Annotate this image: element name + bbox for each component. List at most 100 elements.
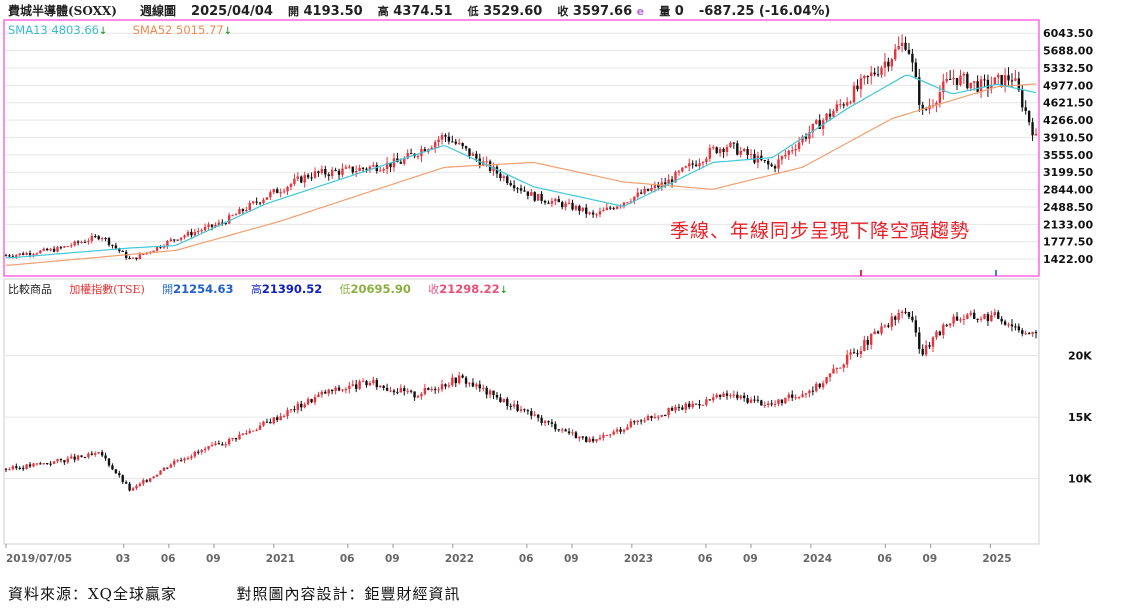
candle-body <box>282 416 286 418</box>
candle-body <box>1024 107 1027 111</box>
x-tick-label: 06 <box>340 553 355 565</box>
candle-body <box>516 188 519 190</box>
candle-body <box>506 398 509 406</box>
candle-body <box>348 385 351 390</box>
x-tick-label: 09 <box>743 553 758 565</box>
candle-body <box>509 183 512 186</box>
candle-body <box>90 236 94 241</box>
candle-body <box>176 239 179 241</box>
candle-body <box>547 421 550 423</box>
candle-body <box>485 161 488 163</box>
sma13-value: 4803.66 <box>51 23 99 37</box>
candle-body <box>526 191 530 196</box>
candle-body <box>433 389 437 391</box>
y-tick-label: 6043.50 <box>1043 27 1093 40</box>
candle-body <box>173 460 176 465</box>
candle-body <box>664 182 667 184</box>
close-label: 收 <box>557 5 569 18</box>
candle-body <box>976 81 979 92</box>
candle-body <box>203 448 207 451</box>
candle-body <box>660 415 663 417</box>
candle-body <box>1007 75 1010 81</box>
candle-body <box>636 192 639 197</box>
volume-value: 0 <box>674 4 684 19</box>
candle-body <box>753 399 756 401</box>
chart-header: 費城半導體(SOXX) 週線圖 2025/04/04 開 4193.50 高 4… <box>8 2 830 19</box>
lower-grid <box>5 355 1038 480</box>
candle-body <box>966 314 969 319</box>
candle-body <box>512 404 516 407</box>
candle-body <box>921 104 924 109</box>
compare-close-value: 21298.22 <box>439 282 500 296</box>
candle-body <box>670 407 674 411</box>
candle-body <box>969 82 972 89</box>
candle-body <box>928 345 931 347</box>
candle-body <box>797 397 801 399</box>
candle-body <box>1027 110 1031 123</box>
candle-body <box>506 176 509 184</box>
candle-body <box>615 429 619 432</box>
candle-body <box>763 160 766 162</box>
candle-body <box>447 385 451 387</box>
candle-body <box>8 469 11 471</box>
candle-body <box>911 53 914 63</box>
candle-body <box>983 314 986 319</box>
x-tick-label: 06 <box>698 553 713 565</box>
candle-body <box>911 316 914 321</box>
candle-body <box>361 167 365 169</box>
candle-body <box>973 312 976 319</box>
candle-body <box>300 176 303 183</box>
x-tick-label: 2024 <box>803 553 832 565</box>
low-label: 低 <box>467 5 479 18</box>
candle-body <box>739 395 742 399</box>
sma13-line <box>6 74 1037 259</box>
high-value: 4374.51 <box>393 4 453 19</box>
candle-body <box>155 474 159 477</box>
candle-body <box>605 207 609 211</box>
candle-body <box>18 253 21 255</box>
candle-body <box>4 255 8 257</box>
sma13-label: SMA13 <box>8 23 48 37</box>
candle-body <box>588 438 591 443</box>
candle-body <box>128 258 131 260</box>
candle-body <box>557 429 560 431</box>
candle-body <box>791 150 794 152</box>
y-tick-label: 3555.00 <box>1043 149 1093 162</box>
candle-body <box>533 414 536 416</box>
candle-body <box>169 464 172 468</box>
candle-body <box>859 350 863 354</box>
candle-body <box>70 456 73 459</box>
candle-body <box>581 207 584 211</box>
candle-body <box>935 102 938 106</box>
candle-body <box>15 466 18 468</box>
candle-body <box>677 171 681 173</box>
compare-high-label: 高 <box>250 283 262 296</box>
candle-body <box>955 316 959 321</box>
candle-body <box>629 421 633 428</box>
candle-body <box>478 384 481 389</box>
candle-body <box>1031 332 1034 334</box>
candle-body <box>574 432 578 439</box>
candle-body <box>427 388 430 390</box>
candle-body <box>530 411 533 416</box>
candle-body <box>993 312 996 316</box>
candle-body <box>543 200 547 203</box>
candle-body <box>107 458 111 466</box>
candle-body <box>615 206 619 209</box>
candle-body <box>159 246 162 248</box>
candle-body <box>341 168 344 175</box>
candle-body <box>773 403 777 405</box>
tse-candles <box>4 308 1038 492</box>
candle-body <box>121 475 124 483</box>
candle-body <box>76 241 80 243</box>
candle-body <box>808 390 811 394</box>
candle-body <box>131 257 135 259</box>
candle-body <box>59 459 63 461</box>
candle-body <box>430 147 433 150</box>
candle-body <box>952 77 955 80</box>
y-tick-label: 1777.50 <box>1043 236 1093 249</box>
candle-body <box>873 331 876 335</box>
x-tick-label: 2022 <box>445 553 474 565</box>
candle-body <box>952 316 955 324</box>
candle-body <box>990 315 993 322</box>
